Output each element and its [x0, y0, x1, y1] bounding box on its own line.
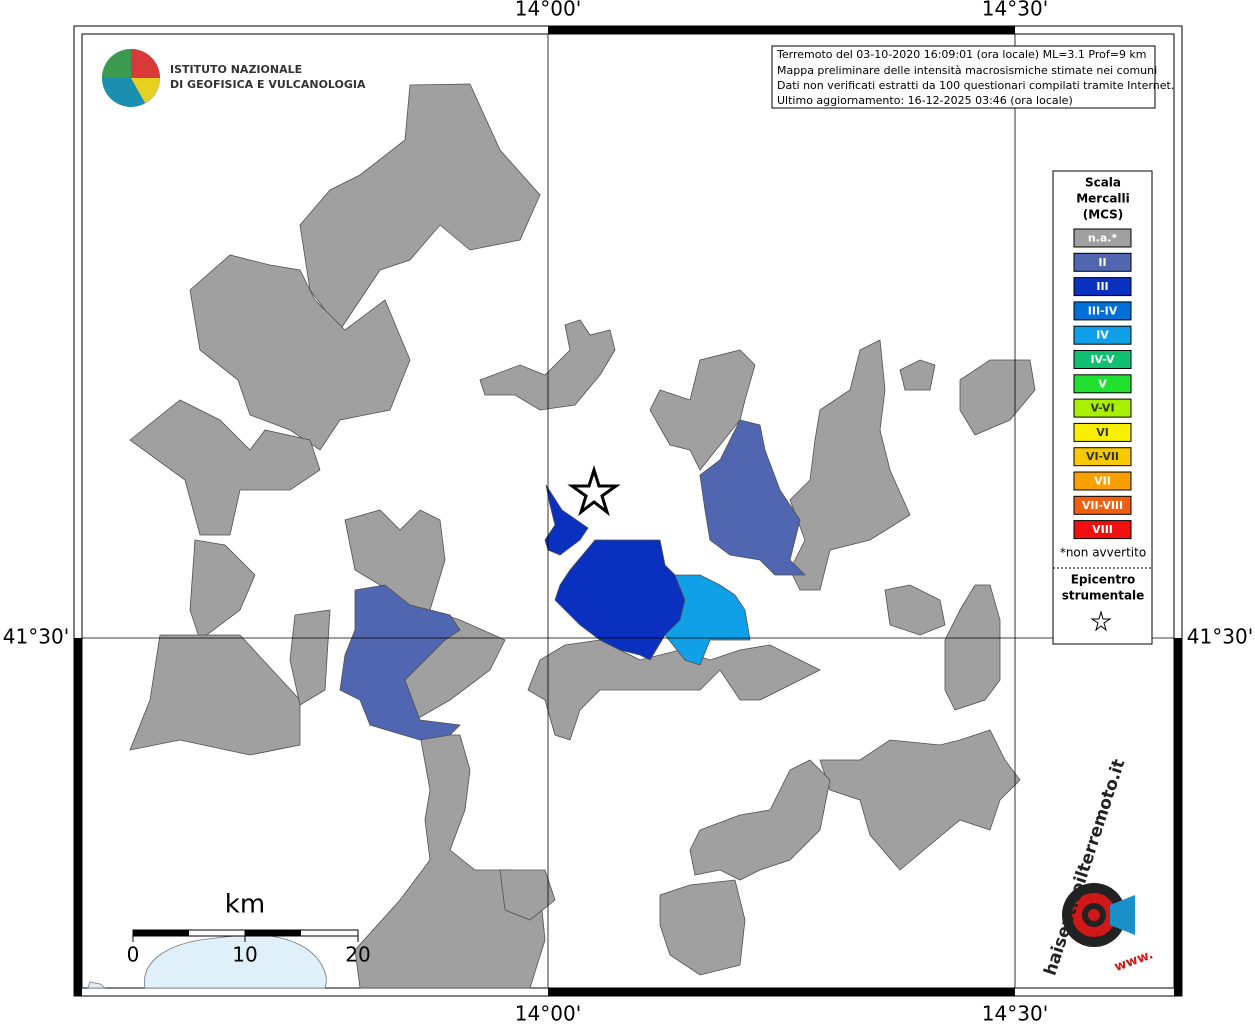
- municipality: [299, 83, 541, 331]
- municipality: [544, 484, 589, 556]
- municipalities: [129, 83, 1036, 989]
- info-line: Mappa preliminare delle intensità macros…: [777, 64, 1157, 77]
- scale-label: 20: [345, 943, 370, 967]
- municipality: [664, 574, 751, 666]
- legend-swatch: [1073, 471, 1132, 491]
- municipality: [659, 879, 746, 976]
- municipality: [289, 609, 331, 706]
- legend-epicenter: Epicentro: [1071, 573, 1136, 587]
- municipality: [959, 359, 1036, 436]
- municipality: [129, 634, 301, 756]
- badge-speaker: [1110, 895, 1135, 935]
- scale-bar-segment: [133, 930, 189, 936]
- legend-label: V: [1098, 377, 1107, 390]
- legend-title: Mercalli: [1076, 192, 1130, 206]
- lake: [87, 981, 107, 989]
- municipality: [499, 869, 556, 921]
- axis-label: 14°30': [982, 1002, 1048, 1024]
- legend-label: IV: [1096, 329, 1109, 342]
- ingv-logo: ISTITUTO NAZIONALE DI GEOFISICA E VULCAN…: [102, 49, 366, 107]
- municipality: [789, 339, 911, 591]
- frame-bar: [74, 638, 82, 996]
- legend: Scala Mercalli (MCS) *non avvertito Epic…: [1052, 170, 1153, 645]
- axis-label: 14°00': [515, 1002, 581, 1024]
- legend-swatch: [1073, 301, 1132, 321]
- legend-swatch: [1073, 252, 1132, 272]
- legend-swatch: [1073, 277, 1132, 297]
- frame-bar: [548, 988, 1015, 996]
- axis-label: 41°30': [3, 625, 69, 649]
- badge-circle: [1088, 909, 1100, 921]
- municipality: [899, 359, 936, 391]
- axis-label: 41°30': [1187, 625, 1253, 649]
- legend-swatch: [1073, 398, 1132, 418]
- logo-text: ISTITUTO NAZIONALE: [170, 63, 302, 76]
- logo-text: DI GEOFISICA E VULCANOLOGIA: [170, 78, 366, 91]
- legend-swatch: [1073, 447, 1132, 467]
- legend-swatch: [1073, 495, 1132, 515]
- logo-globe: [131, 78, 160, 103]
- epicenter-star: [567, 464, 621, 517]
- legend-label: VIII: [1092, 523, 1113, 536]
- frame-bar: [548, 26, 1015, 34]
- municipality: [189, 254, 411, 451]
- municipality: [884, 584, 946, 636]
- info-line: Terremoto del 03-10-2020 16:09:01 (ora l…: [776, 48, 1147, 61]
- axis-label: 14°30': [982, 0, 1048, 21]
- legend-epicenter: strumentale: [1062, 589, 1145, 603]
- axis-label: 14°00': [515, 0, 581, 21]
- info-line: Dati non verificati estratti da 100 ques…: [777, 79, 1174, 92]
- legend-label: VI-VII: [1086, 450, 1119, 463]
- logo-globe: [131, 49, 160, 78]
- legend-note: *non avvertito: [1060, 546, 1146, 560]
- municipality: [689, 759, 831, 881]
- legend-label: IV-V: [1090, 353, 1115, 366]
- legend-title: (MCS): [1083, 208, 1124, 222]
- legend-label: VII: [1094, 475, 1111, 488]
- municipality: [129, 399, 321, 536]
- info-line: Ultimo aggiornamento: 16-12-2025 03:46 (…: [777, 94, 1073, 107]
- legend-swatch: [1073, 325, 1132, 345]
- info-box: [771, 45, 1156, 109]
- legend-label: n.a.*: [1088, 232, 1118, 245]
- logo-globe: [102, 49, 131, 78]
- municipality: [699, 419, 806, 576]
- legend-label: III: [1096, 280, 1108, 293]
- legend-swatch: [1073, 228, 1132, 248]
- legend-swatch: [1073, 374, 1132, 394]
- legend-label: VI: [1096, 426, 1109, 439]
- legend-label: III-IV: [1088, 304, 1118, 317]
- scale-bar-segment: [245, 930, 301, 936]
- municipality: [944, 584, 1001, 711]
- legend-swatch: [1073, 520, 1132, 540]
- scale-unit: km: [225, 890, 265, 920]
- legend-star: [1090, 610, 1112, 632]
- frame-bar: [1174, 638, 1182, 996]
- municipality: [339, 584, 461, 741]
- legend-title: Scala: [1085, 176, 1121, 190]
- municipality: [819, 729, 1021, 871]
- municipality: [479, 319, 616, 411]
- scale-label: 10: [232, 943, 257, 967]
- scale-label: 0: [127, 943, 140, 967]
- legend-label: V-VI: [1090, 402, 1114, 415]
- municipality: [649, 349, 756, 471]
- legend-swatch: [1073, 350, 1132, 369]
- scale-bar: km 0 10 20: [127, 890, 371, 967]
- legend-label: VII-VIII: [1082, 499, 1123, 512]
- municipality: [354, 734, 546, 989]
- legend-label: II: [1098, 256, 1106, 269]
- municipality: [189, 539, 256, 641]
- legend-swatch: [1073, 422, 1132, 442]
